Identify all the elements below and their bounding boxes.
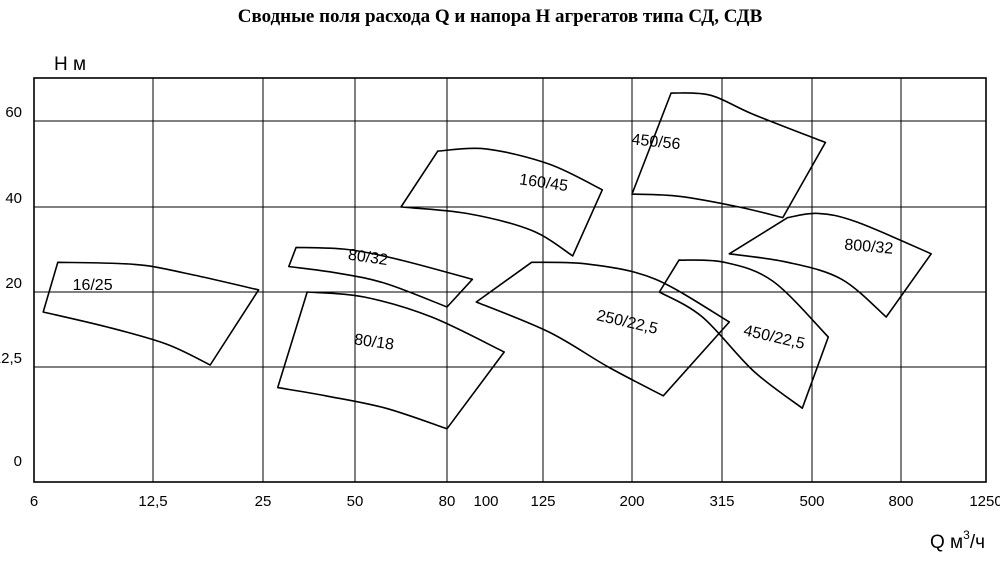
- operating-region: 160/45: [400, 147, 604, 257]
- region-outline: [475, 261, 731, 397]
- x-tick-label: 500: [799, 493, 824, 510]
- region-label: 80/18: [353, 331, 395, 353]
- x-tick-label: 125: [530, 493, 555, 510]
- x-axis-label-main: Q м: [930, 532, 963, 553]
- y-axis-label: Н м: [54, 54, 86, 75]
- x-tick-label: 80: [439, 493, 456, 510]
- operating-region: 80/18: [276, 291, 505, 430]
- region-label: 160/45: [518, 171, 569, 195]
- y-tick-label: 40: [5, 190, 22, 207]
- operating-region: 250/22,5: [475, 261, 731, 397]
- region-label: 250/22,5: [595, 307, 660, 338]
- region-outline: [631, 92, 827, 219]
- grid: [34, 78, 986, 482]
- plot-frame: [33, 77, 987, 483]
- x-tick-label: 25: [255, 493, 272, 510]
- x-tick-label: 1250: [969, 493, 1000, 510]
- region-label: 450/22,5: [742, 322, 807, 353]
- operating-region: 16/25: [42, 261, 260, 366]
- region-outline: [276, 291, 505, 430]
- x-tick-label: 100: [473, 493, 498, 510]
- x-axis-label-tail: /ч: [970, 532, 985, 553]
- y-tick-label: 20: [5, 275, 22, 292]
- region-outline: [658, 259, 830, 409]
- x-tick-label: 315: [709, 493, 734, 510]
- region-label: 450/56: [631, 131, 682, 153]
- region-outline: [288, 246, 474, 308]
- y-tick-label: 60: [5, 104, 22, 121]
- region-outline: [728, 212, 932, 318]
- region-label: 16/25: [73, 277, 113, 294]
- x-tick-label: 200: [619, 493, 644, 510]
- region-label: 80/32: [347, 247, 389, 269]
- x-tick-label: 6: [30, 493, 38, 510]
- region-outline: [400, 147, 604, 257]
- operating-region: 450/22,5: [658, 259, 830, 409]
- x-axis-label-sup: 3: [963, 528, 970, 542]
- region-outline: [42, 261, 260, 366]
- x-tick-label: 800: [888, 493, 913, 510]
- regions: 16/25 80/32 80/18 160/45 250/22,5 450/56 450/2…: [42, 92, 932, 430]
- y-tick-labels: 0 12,5 20 40 60: [0, 104, 22, 470]
- y-tick-label: 0: [14, 453, 22, 470]
- operating-region: 80/32: [288, 246, 474, 308]
- x-tick-label: 12,5: [138, 493, 167, 510]
- operating-region: 450/56: [631, 92, 827, 219]
- x-tick-labels: 6 12,5 25 50 80 100 125 200 315 500 800 1250: [30, 493, 1000, 510]
- x-tick-label: 50: [347, 493, 364, 510]
- chart-title: Сводные поля расхода Q и напора H агрега…: [237, 6, 763, 27]
- operating-region: 800/32: [728, 212, 932, 318]
- y-tick-label: 12,5: [0, 350, 22, 367]
- x-axis-label: Q м3/ч: [930, 528, 985, 553]
- region-label: 800/32: [844, 237, 894, 258]
